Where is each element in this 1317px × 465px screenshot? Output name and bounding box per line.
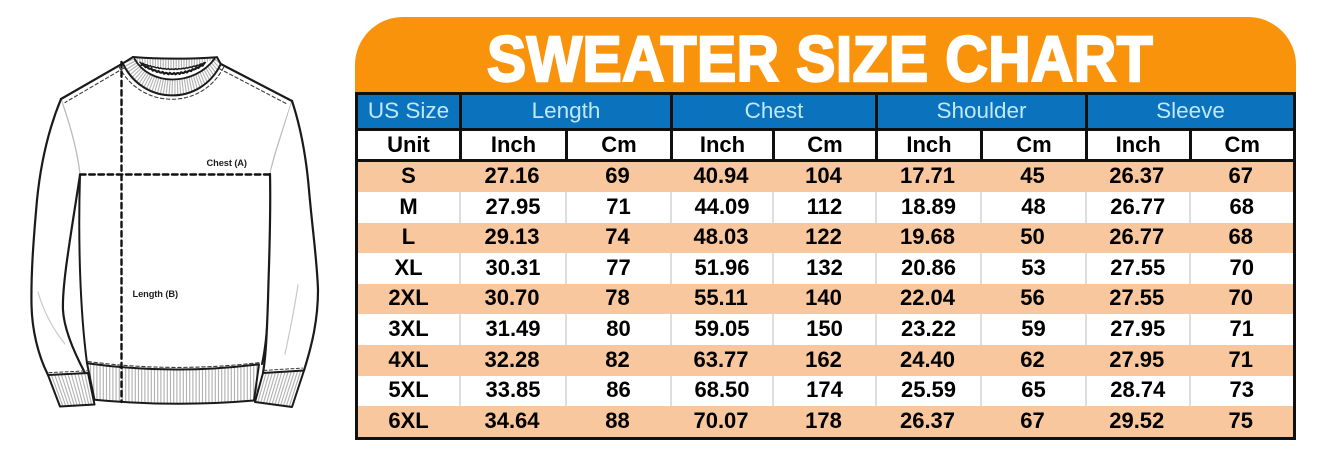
svg-text:Chest (A): Chest (A) — [207, 158, 247, 168]
svg-text:Length (B): Length (B) — [133, 289, 178, 299]
